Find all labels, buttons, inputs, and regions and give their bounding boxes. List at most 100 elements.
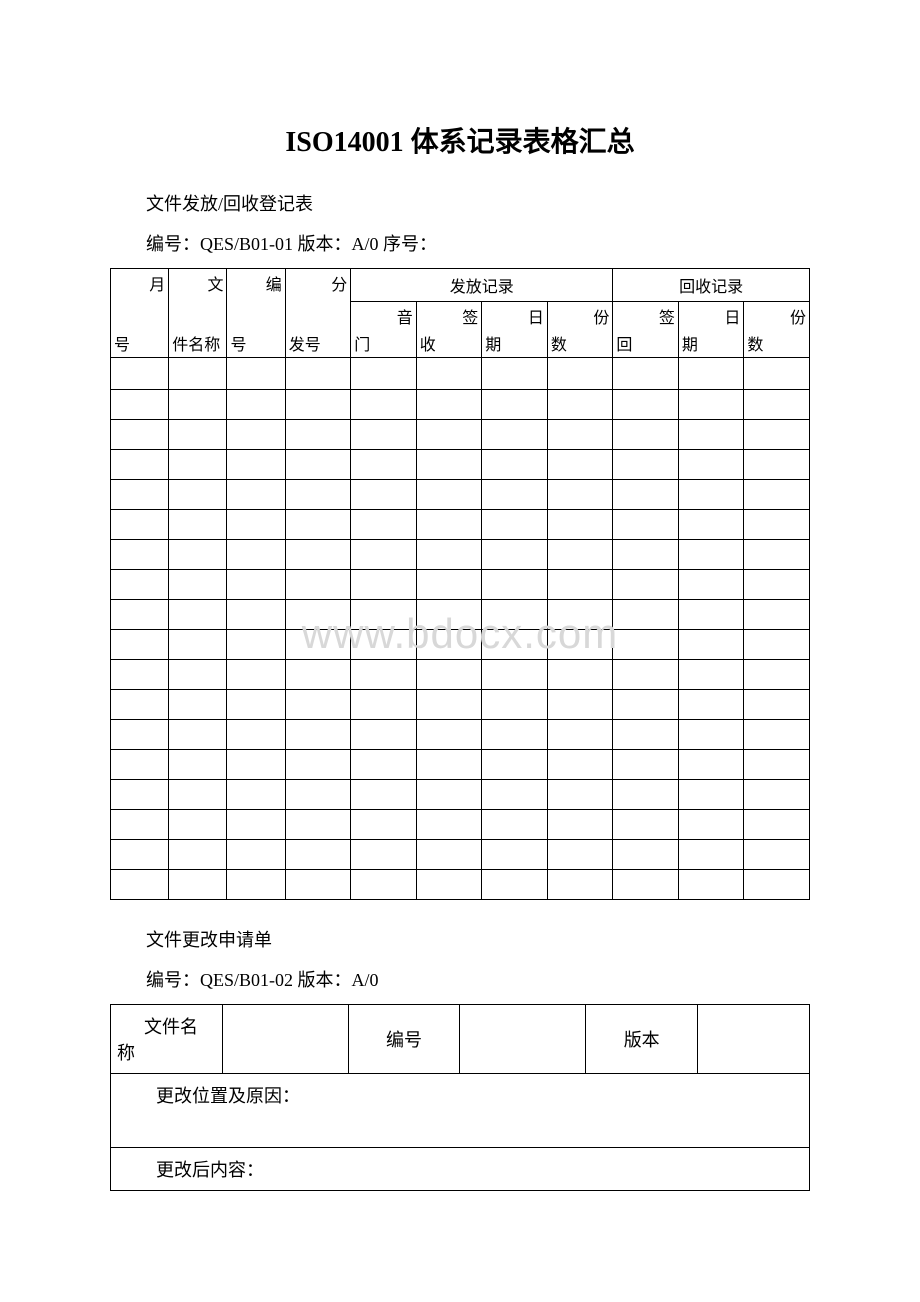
table-cell bbox=[482, 510, 548, 540]
table-cell bbox=[111, 358, 169, 390]
table-row bbox=[111, 870, 810, 900]
table-cell bbox=[227, 630, 285, 660]
label-after-change: 更改后内容： bbox=[111, 1148, 810, 1191]
table-cell bbox=[416, 690, 482, 720]
table-cell bbox=[169, 690, 227, 720]
table-cell bbox=[416, 810, 482, 840]
table-cell bbox=[482, 870, 548, 900]
col-qh-header: 签 回 bbox=[613, 302, 679, 358]
label-filename: 文件名称 bbox=[111, 1005, 223, 1074]
section2-title: 文件更改申请单 bbox=[110, 926, 810, 952]
table-cell bbox=[285, 600, 351, 630]
table-cell bbox=[482, 690, 548, 720]
table-row bbox=[111, 540, 810, 570]
fs1-top: 份 bbox=[593, 304, 609, 328]
table-cell bbox=[351, 690, 417, 720]
table-row bbox=[111, 570, 810, 600]
table-cell bbox=[416, 540, 482, 570]
table-row bbox=[111, 630, 810, 660]
table-cell bbox=[169, 750, 227, 780]
table-cell bbox=[547, 720, 613, 750]
fen-bottom: 发号 bbox=[289, 337, 321, 355]
table-cell bbox=[416, 480, 482, 510]
col-fen-header: 分 发号 bbox=[285, 269, 351, 358]
table-cell bbox=[351, 630, 417, 660]
col-name-header: 文 件名称 bbox=[169, 269, 227, 358]
table-cell bbox=[285, 570, 351, 600]
table-cell bbox=[744, 570, 810, 600]
table-cell bbox=[169, 540, 227, 570]
table-cell bbox=[111, 630, 169, 660]
table-cell bbox=[111, 570, 169, 600]
table-cell bbox=[416, 870, 482, 900]
table-cell bbox=[482, 420, 548, 450]
table-cell bbox=[678, 480, 744, 510]
table-cell bbox=[482, 450, 548, 480]
table-row bbox=[111, 660, 810, 690]
table2-row2: 更改位置及原因： bbox=[111, 1074, 810, 1148]
table-cell bbox=[416, 420, 482, 450]
table-cell bbox=[285, 540, 351, 570]
table-row bbox=[111, 720, 810, 750]
table-cell bbox=[678, 720, 744, 750]
table-cell bbox=[111, 420, 169, 450]
table-cell bbox=[416, 510, 482, 540]
table-row bbox=[111, 510, 810, 540]
table-cell bbox=[351, 660, 417, 690]
table-cell bbox=[227, 600, 285, 630]
table-cell bbox=[169, 420, 227, 450]
table-cell bbox=[613, 390, 679, 420]
fs2-bottom: 数 bbox=[747, 337, 763, 355]
table-cell bbox=[416, 600, 482, 630]
table-cell bbox=[285, 660, 351, 690]
table-cell bbox=[416, 390, 482, 420]
table-cell bbox=[285, 810, 351, 840]
name-bottom: 件名称 bbox=[172, 337, 220, 355]
table-row bbox=[111, 750, 810, 780]
seq-bottom: 号 bbox=[114, 337, 130, 355]
change-request-table: 文件名称 编号 版本 更改位置及原因： 更改后内容： bbox=[110, 1004, 810, 1191]
table-cell bbox=[285, 420, 351, 450]
table-cell bbox=[744, 630, 810, 660]
table-cell bbox=[547, 480, 613, 510]
table-cell bbox=[111, 780, 169, 810]
table-cell bbox=[169, 660, 227, 690]
table-row bbox=[111, 450, 810, 480]
table-cell bbox=[351, 540, 417, 570]
table-cell bbox=[227, 750, 285, 780]
table-cell bbox=[169, 780, 227, 810]
section1-meta: 编号：QES/B01-01 版本：A/0 序号： bbox=[110, 230, 810, 256]
col-rq2-header: 日 期 bbox=[678, 302, 744, 358]
table-cell bbox=[547, 810, 613, 840]
table-cell bbox=[678, 780, 744, 810]
table-cell bbox=[111, 390, 169, 420]
table-cell bbox=[482, 600, 548, 630]
table-cell bbox=[169, 570, 227, 600]
table-cell bbox=[111, 660, 169, 690]
table-cell bbox=[482, 840, 548, 870]
table-cell bbox=[351, 450, 417, 480]
table-cell bbox=[678, 690, 744, 720]
table1-header-row1: 月 号 文 件名称 编 号 分 发号 发放记录 回收记录 bbox=[111, 269, 810, 302]
table-cell bbox=[416, 750, 482, 780]
table-cell bbox=[111, 510, 169, 540]
table-cell bbox=[547, 450, 613, 480]
table-cell bbox=[416, 720, 482, 750]
table-cell bbox=[547, 780, 613, 810]
rq2-top: 日 bbox=[724, 304, 740, 328]
table-cell bbox=[351, 870, 417, 900]
table-cell bbox=[169, 480, 227, 510]
table-cell bbox=[613, 510, 679, 540]
table-cell bbox=[111, 600, 169, 630]
table-cell bbox=[678, 510, 744, 540]
table-cell bbox=[678, 630, 744, 660]
table-cell bbox=[351, 840, 417, 870]
table-cell bbox=[744, 660, 810, 690]
table-cell bbox=[744, 720, 810, 750]
table-cell bbox=[285, 870, 351, 900]
table-cell bbox=[169, 390, 227, 420]
table-cell bbox=[227, 480, 285, 510]
recycle-group-header: 回收记录 bbox=[613, 269, 810, 302]
table-cell bbox=[613, 358, 679, 390]
table-cell bbox=[547, 420, 613, 450]
